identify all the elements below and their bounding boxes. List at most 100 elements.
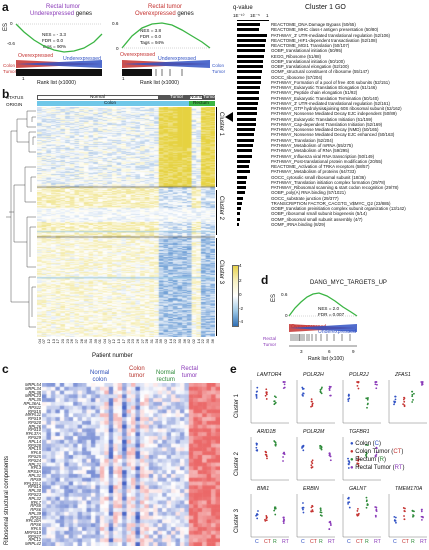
- dotplot-point: [311, 459, 314, 462]
- dotplot-point: [411, 390, 413, 393]
- go-term-label: PATHWAY_Peptide chain elongation (51/92): [270, 90, 358, 96]
- dotplot-point: [374, 381, 377, 383]
- dotplot-point: [348, 460, 351, 463]
- go-term-row: GOBP_translational initiation (50/95): [237, 48, 342, 53]
- header-normal-rectum: Normal rectum: [156, 370, 176, 383]
- panel-b-label: b: [2, 87, 10, 101]
- go-term-row: PATHWAY_Nonsense Mediated Decay EJC enha…: [237, 132, 394, 137]
- go-term-bar: [237, 38, 266, 42]
- status-tumor-rectum-text: Tumor: [203, 94, 217, 99]
- go-tick-2: 1: [266, 13, 269, 18]
- go-term-row: GOBP_translational elongation (52/100): [237, 64, 349, 69]
- dotplot-axes: [342, 437, 381, 481]
- dotplot-axes: [250, 437, 289, 481]
- panel-b-origin-label: ORIGIN: [6, 102, 23, 107]
- dotplot-point: [356, 462, 359, 465]
- dotplot-axes: [296, 380, 335, 424]
- panel-a-left-xlabel: Rank list (x1000): [37, 80, 76, 86]
- dotplot-xtick: C: [255, 539, 259, 545]
- go-term-bar: [237, 96, 259, 100]
- go-term-label: PATHWAY_3' UTR-mediated translational re…: [270, 32, 391, 38]
- dotplot-point: [356, 510, 359, 512]
- panel-c-side-label: Ribosomal structural components: [4, 455, 10, 545]
- go-term-bar: [237, 80, 261, 84]
- dotplot-point: [366, 397, 369, 400]
- go-term-bar: [237, 222, 240, 226]
- go-term-label: PATHWAY_GTP hydrolysis&joining 60S ribos…: [270, 106, 402, 112]
- dotplot-point: [374, 506, 377, 508]
- dotplot-axes: [388, 380, 427, 424]
- gene-label: RPL30: [28, 488, 41, 494]
- dotplot-point: [311, 466, 314, 468]
- go-term-bar: [237, 133, 255, 137]
- go-term-row: PATHWAY_Formation of a pool of free 40S …: [237, 80, 390, 85]
- cluster-1-label: Cluster 1: [218, 112, 224, 137]
- go-term-label: PATHWAY_Translation (52/204): [270, 137, 334, 143]
- gene-label: RPS11: [28, 404, 41, 410]
- go-term-row: PATHWAY_Peptide chain elongation (51/92): [237, 90, 357, 95]
- go-tick-1: 1E⁻⁵: [250, 13, 260, 18]
- dotplot-point: [302, 392, 304, 395]
- panel-a-es-label: ES: [3, 22, 9, 31]
- panel-e-cluster-2: Cluster 2: [234, 451, 240, 476]
- panel-a-left-over: Overexpressed: [18, 53, 54, 59]
- dotplot-point: [256, 386, 259, 389]
- status-tumor-colon: [159, 95, 189, 100]
- dotplot-point: [367, 402, 369, 405]
- dotplot-point: [311, 462, 314, 465]
- go-term-label: PATHWAY_Eukaryotic Translation Terminati…: [270, 95, 379, 101]
- go-term-label: PATHWAY_Metabolism of proteins (64/733): [270, 169, 356, 175]
- dotplot-point: [394, 398, 397, 401]
- panel-d-xlabel: Rank list (x100): [308, 356, 345, 362]
- dotplot-point: [374, 514, 377, 517]
- origin-rectum: [189, 101, 215, 106]
- dotplot-point: [413, 392, 415, 395]
- dotplot-point: [311, 404, 314, 406]
- dotplot-point: [357, 387, 360, 390]
- go-term-bar: [237, 122, 256, 126]
- dotplot-point: [365, 496, 368, 499]
- dotplot-point: [275, 443, 277, 446]
- gene-label: RPS23: [28, 491, 41, 497]
- go-term-row: PATHWAY_Metabolism of mRNA (55/275): [237, 143, 353, 148]
- go-title: Cluster 1 GO: [305, 4, 346, 11]
- gene-label: MRPL54: [25, 382, 41, 387]
- dotplot-point: [282, 456, 284, 458]
- dotplot-point: [274, 513, 277, 516]
- go-term-bar: [237, 196, 244, 200]
- dotplot-point: [421, 381, 424, 383]
- dotplot-point: [264, 453, 267, 456]
- go-term-label: GOBP_translational initiation (50/95): [270, 48, 343, 54]
- panel-d-ytick-1: 0: [285, 313, 288, 318]
- panel-a-right-xtick: 1: [122, 76, 125, 81]
- dotplot-point: [393, 403, 395, 406]
- go-term-bar: [237, 201, 242, 205]
- dotplot-xtick: C: [301, 539, 305, 545]
- dotplot-xtick: RT: [282, 539, 289, 545]
- dotplot-axes: [250, 494, 289, 538]
- go-term-label: PATHWAY_Eukaryotic Translation Initiatio…: [270, 116, 373, 122]
- go-term-bar: [237, 75, 262, 79]
- cluster-1-arrow-icon: [225, 112, 233, 122]
- gene-label: RPS25: [28, 454, 41, 460]
- dotplot-title: GALNT: [349, 486, 367, 492]
- dotplot-point: [255, 446, 258, 449]
- dotplot-point: [283, 383, 286, 386]
- origin-colon-text: Colon: [104, 100, 117, 105]
- go-term-bar: [237, 191, 245, 195]
- dotplot-point: [366, 444, 369, 447]
- dotplot-point: [319, 509, 322, 512]
- dotplot-xtick: R: [273, 539, 277, 545]
- dotplot-point: [311, 505, 314, 508]
- gene-label: RPS19: [28, 416, 41, 422]
- dotplot-point: [347, 457, 349, 460]
- panel-b-heatmap: [37, 107, 215, 337]
- dotplot-point: [357, 381, 360, 383]
- header-colon-tumor: Colon tumor: [129, 366, 145, 379]
- panel-a-label: a: [2, 0, 9, 14]
- status-normal-colon: [37, 95, 159, 100]
- panel-e-label: e: [230, 362, 237, 376]
- go-term-bar: [237, 175, 247, 179]
- panel-d-label: d: [261, 273, 269, 287]
- dotplot-point: [273, 403, 276, 406]
